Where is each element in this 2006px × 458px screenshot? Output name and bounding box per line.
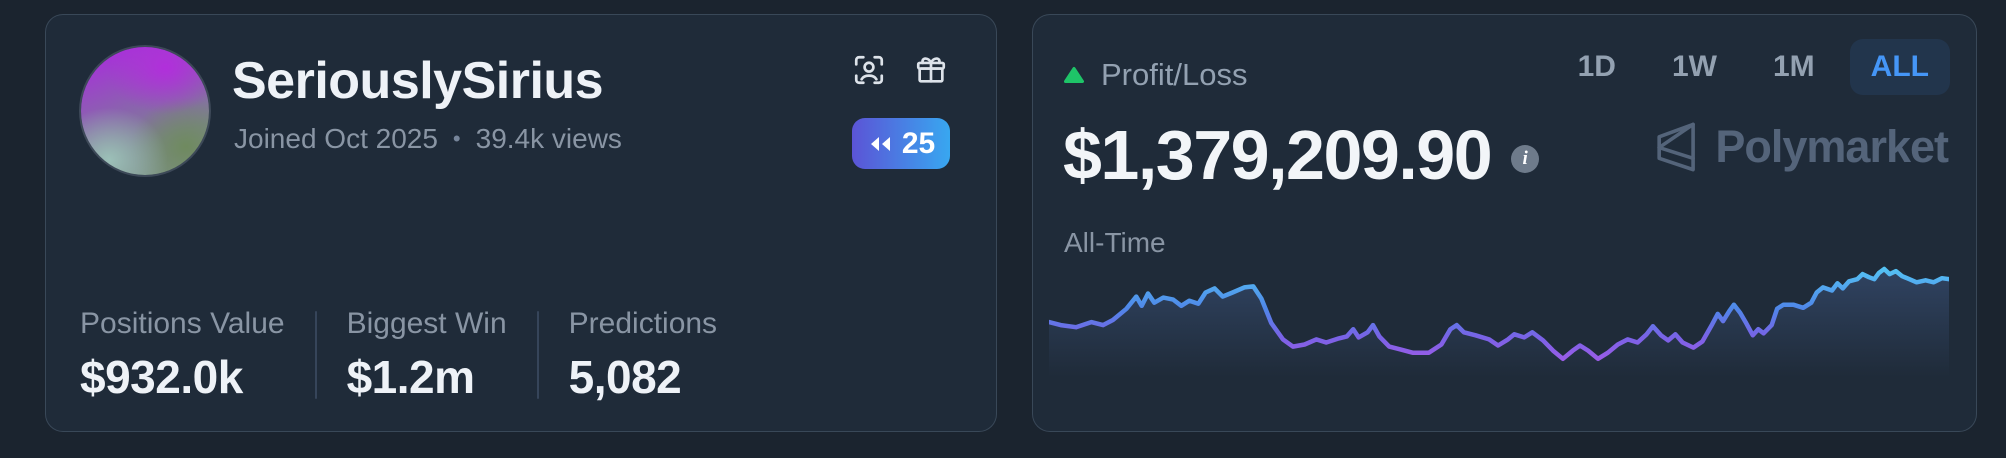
stat-biggest-win: Biggest Win $1.2m (347, 307, 507, 404)
separator-dot: • (452, 126, 461, 151)
gift-icon[interactable] (914, 53, 948, 87)
username: SeriouslySirius (232, 52, 604, 110)
stat-divider (536, 311, 539, 399)
range-button-1w[interactable]: 1W (1651, 39, 1738, 95)
views-count: 39.4k views (475, 123, 622, 154)
streak-count: 25 (901, 126, 936, 160)
watermark-text: Polymarket (1715, 121, 1949, 172)
rewind-icon (870, 136, 890, 151)
stat-label: Biggest Win (346, 307, 507, 340)
chart-area-fill (1049, 269, 1949, 377)
polymarket-watermark: Polymarket (1650, 121, 1949, 173)
info-icon[interactable]: i (1511, 145, 1540, 173)
profile-subline: Joined Oct 2025 • 39.4k views (234, 123, 622, 155)
profile-card: SeriouslySirius Joined Oct 2025 • 39.4k … (45, 14, 997, 432)
profit-loss-card: Profit/Loss 1D 1W 1M ALL $1,379,209.90 i… (1032, 14, 1977, 432)
joined-date: Joined Oct 2025 (234, 123, 438, 154)
stats-row: Positions Value $932.0k Biggest Win $1.2… (80, 307, 717, 404)
pl-value: $1,379,209.90 (1063, 116, 1493, 194)
stat-positions-value: Positions Value $932.0k (80, 307, 285, 404)
polymarket-logo-icon (1657, 122, 1696, 172)
range-button-1m[interactable]: 1M (1752, 39, 1836, 95)
stat-divider (314, 311, 317, 399)
stat-label: Positions Value (80, 307, 285, 340)
streak-badge[interactable]: 25 (852, 118, 950, 169)
stat-label: Predictions (568, 307, 718, 340)
avatar[interactable] (81, 47, 209, 175)
time-range-selector: 1D 1W 1M ALL (1557, 39, 1950, 95)
pl-header: Profit/Loss (1063, 57, 1247, 93)
chart-line (1049, 266, 1949, 362)
range-button-1d[interactable]: 1D (1557, 39, 1637, 95)
profile-actions (852, 53, 948, 87)
pl-period-label: All-Time (1064, 227, 1166, 258)
pl-value-row: $1,379,209.90 i (1063, 115, 1540, 195)
stat-value: $932.0k (80, 351, 243, 403)
scan-person-icon[interactable] (852, 53, 886, 87)
range-button-all[interactable]: ALL (1849, 39, 1950, 95)
pl-title: Profit/Loss (1101, 57, 1248, 92)
stat-predictions: Predictions 5,082 (569, 307, 717, 404)
pl-chart-svg (1049, 266, 1949, 377)
pl-chart[interactable] (1049, 255, 1949, 377)
triangle-up-icon (1064, 67, 1084, 83)
stat-value: $1.2m (346, 351, 475, 403)
stat-value: 5,082 (568, 351, 682, 403)
